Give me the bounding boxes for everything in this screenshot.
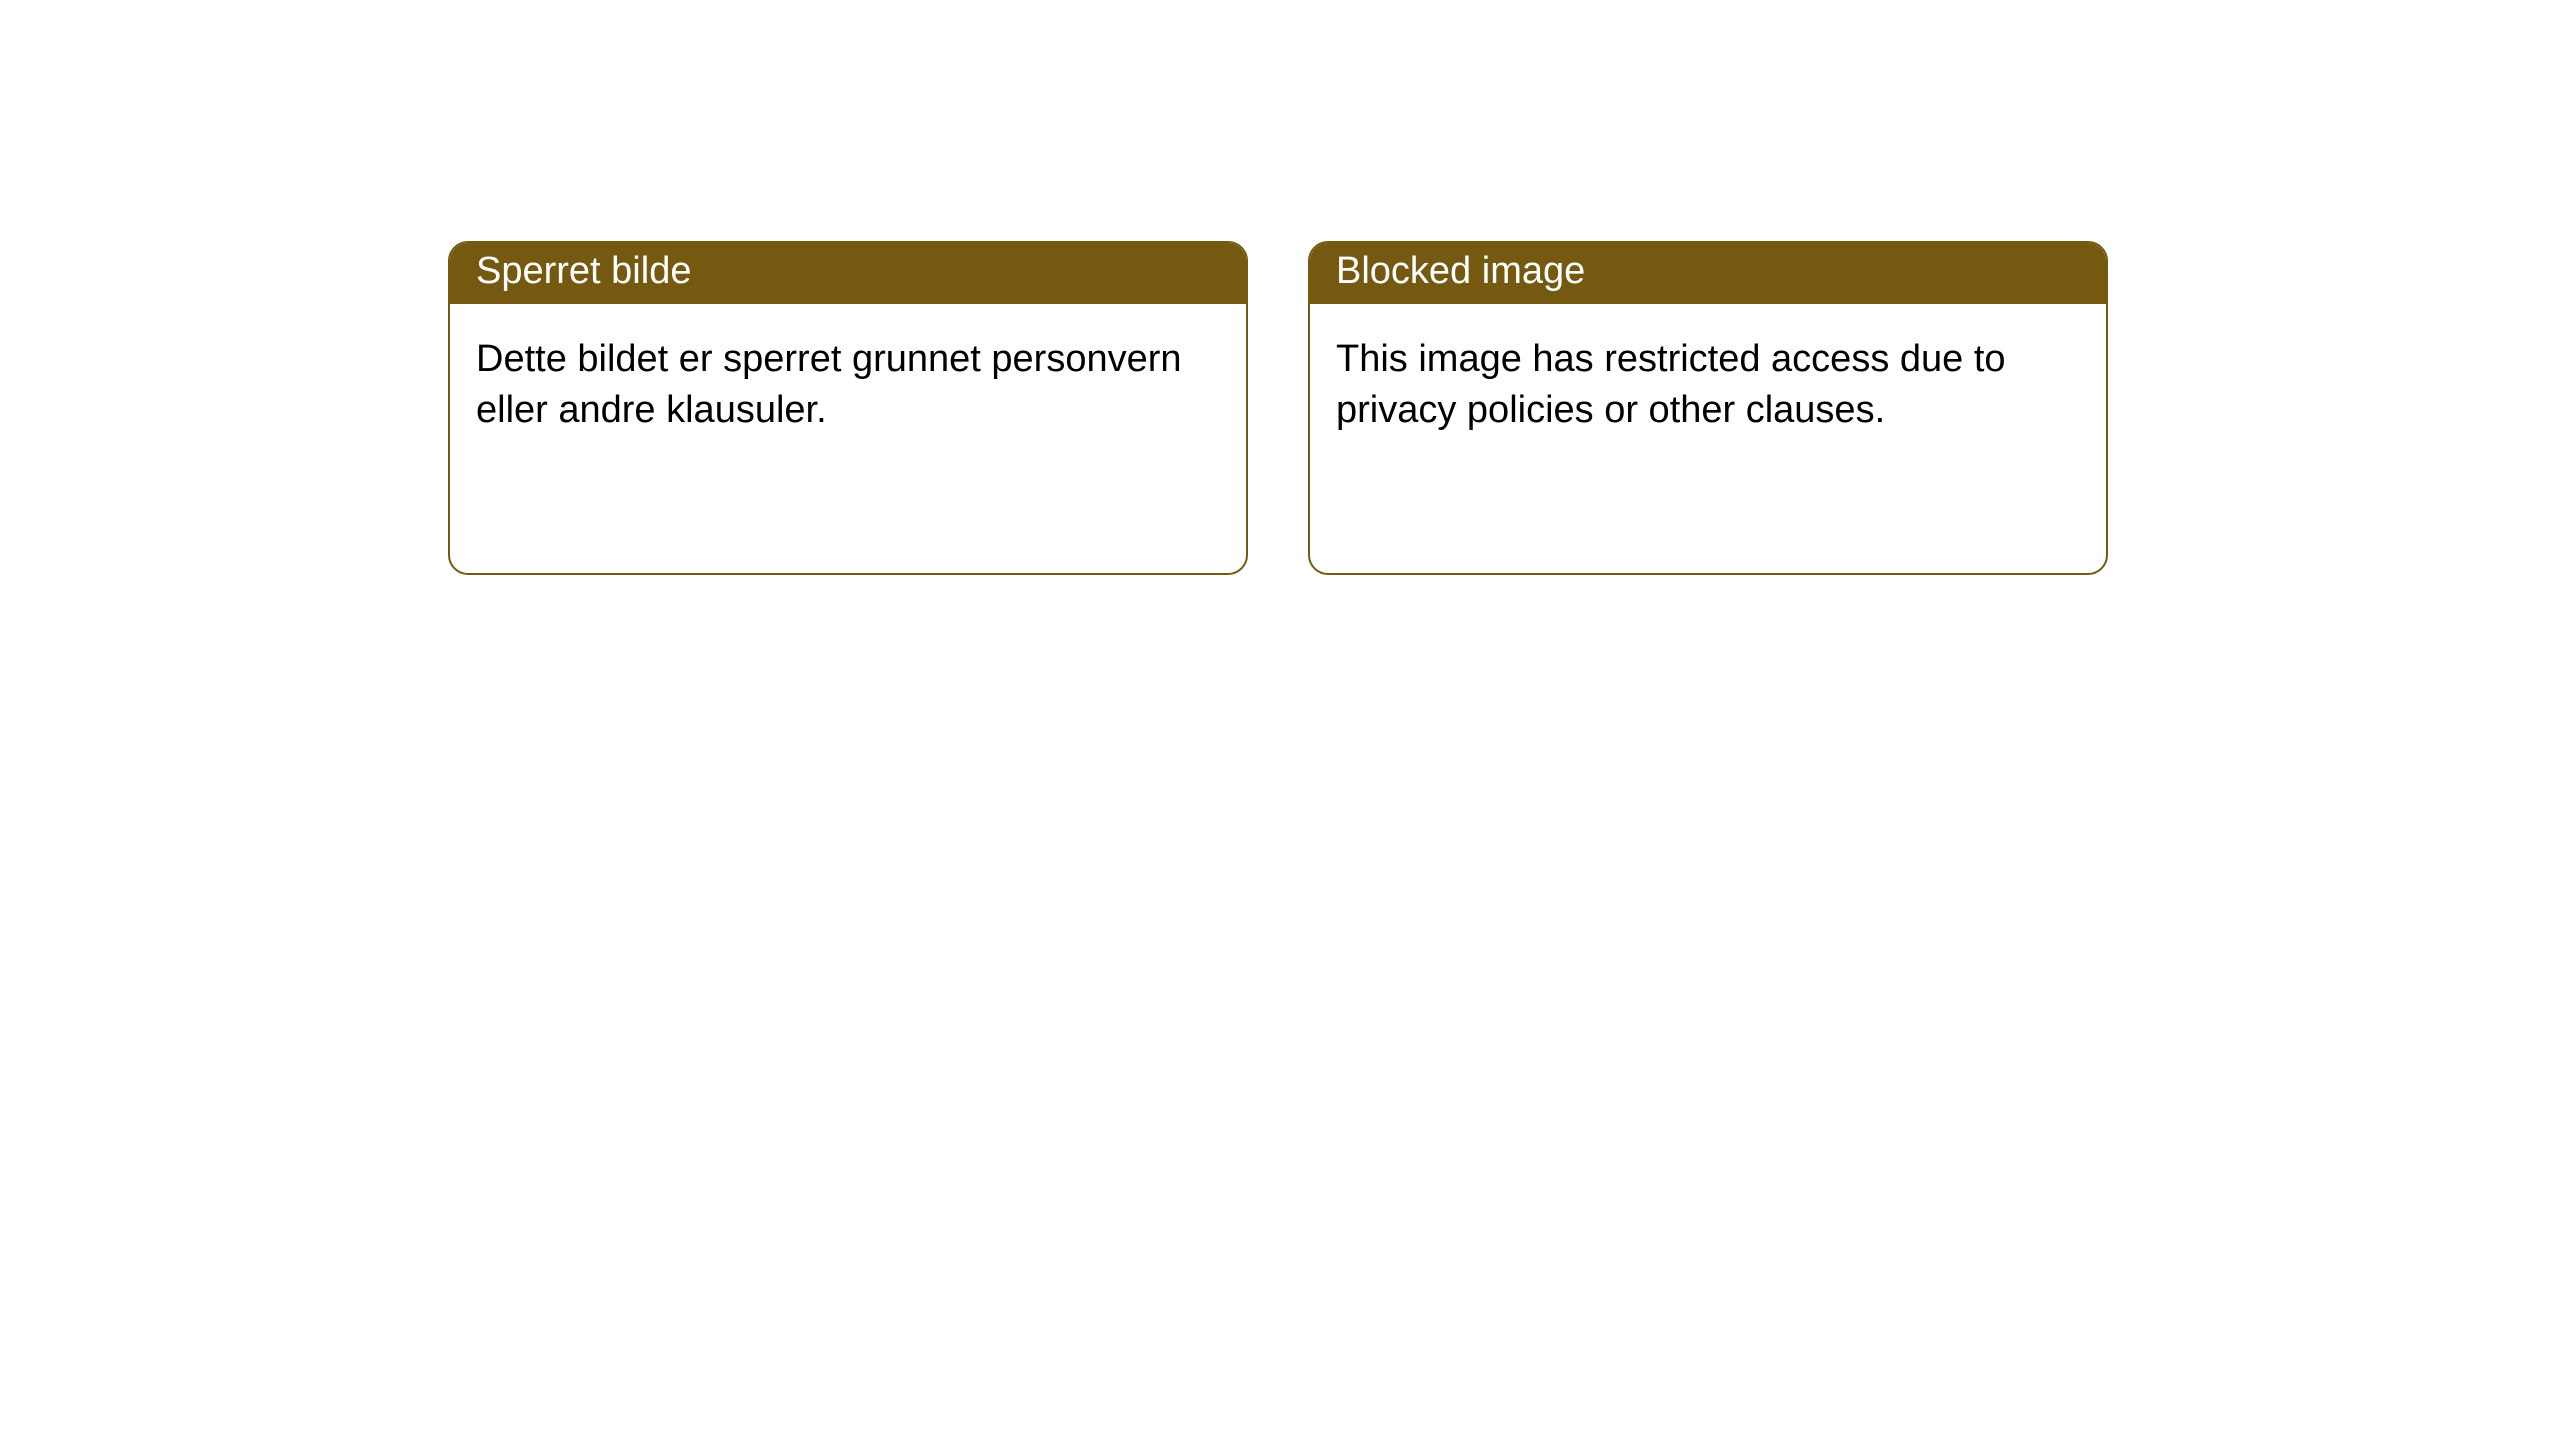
notice-card-body-no: Dette bildet er sperret grunnet personve… xyxy=(450,304,1246,467)
notice-card-no: Sperret bilde Dette bildet er sperret gr… xyxy=(448,241,1248,575)
notice-card-header-no: Sperret bilde xyxy=(450,243,1246,304)
notice-card-text: Dette bildet er sperret grunnet personve… xyxy=(476,338,1182,431)
notice-card-text: This image has restricted access due to … xyxy=(1336,338,2006,431)
notice-card-en: Blocked image This image has restricted … xyxy=(1308,241,2108,575)
notice-cards-row: Sperret bilde Dette bildet er sperret gr… xyxy=(448,241,2108,575)
notice-card-header-en: Blocked image xyxy=(1310,243,2106,304)
notice-card-title: Blocked image xyxy=(1336,250,1585,292)
notice-card-title: Sperret bilde xyxy=(476,250,691,292)
notice-card-body-en: This image has restricted access due to … xyxy=(1310,304,2106,467)
